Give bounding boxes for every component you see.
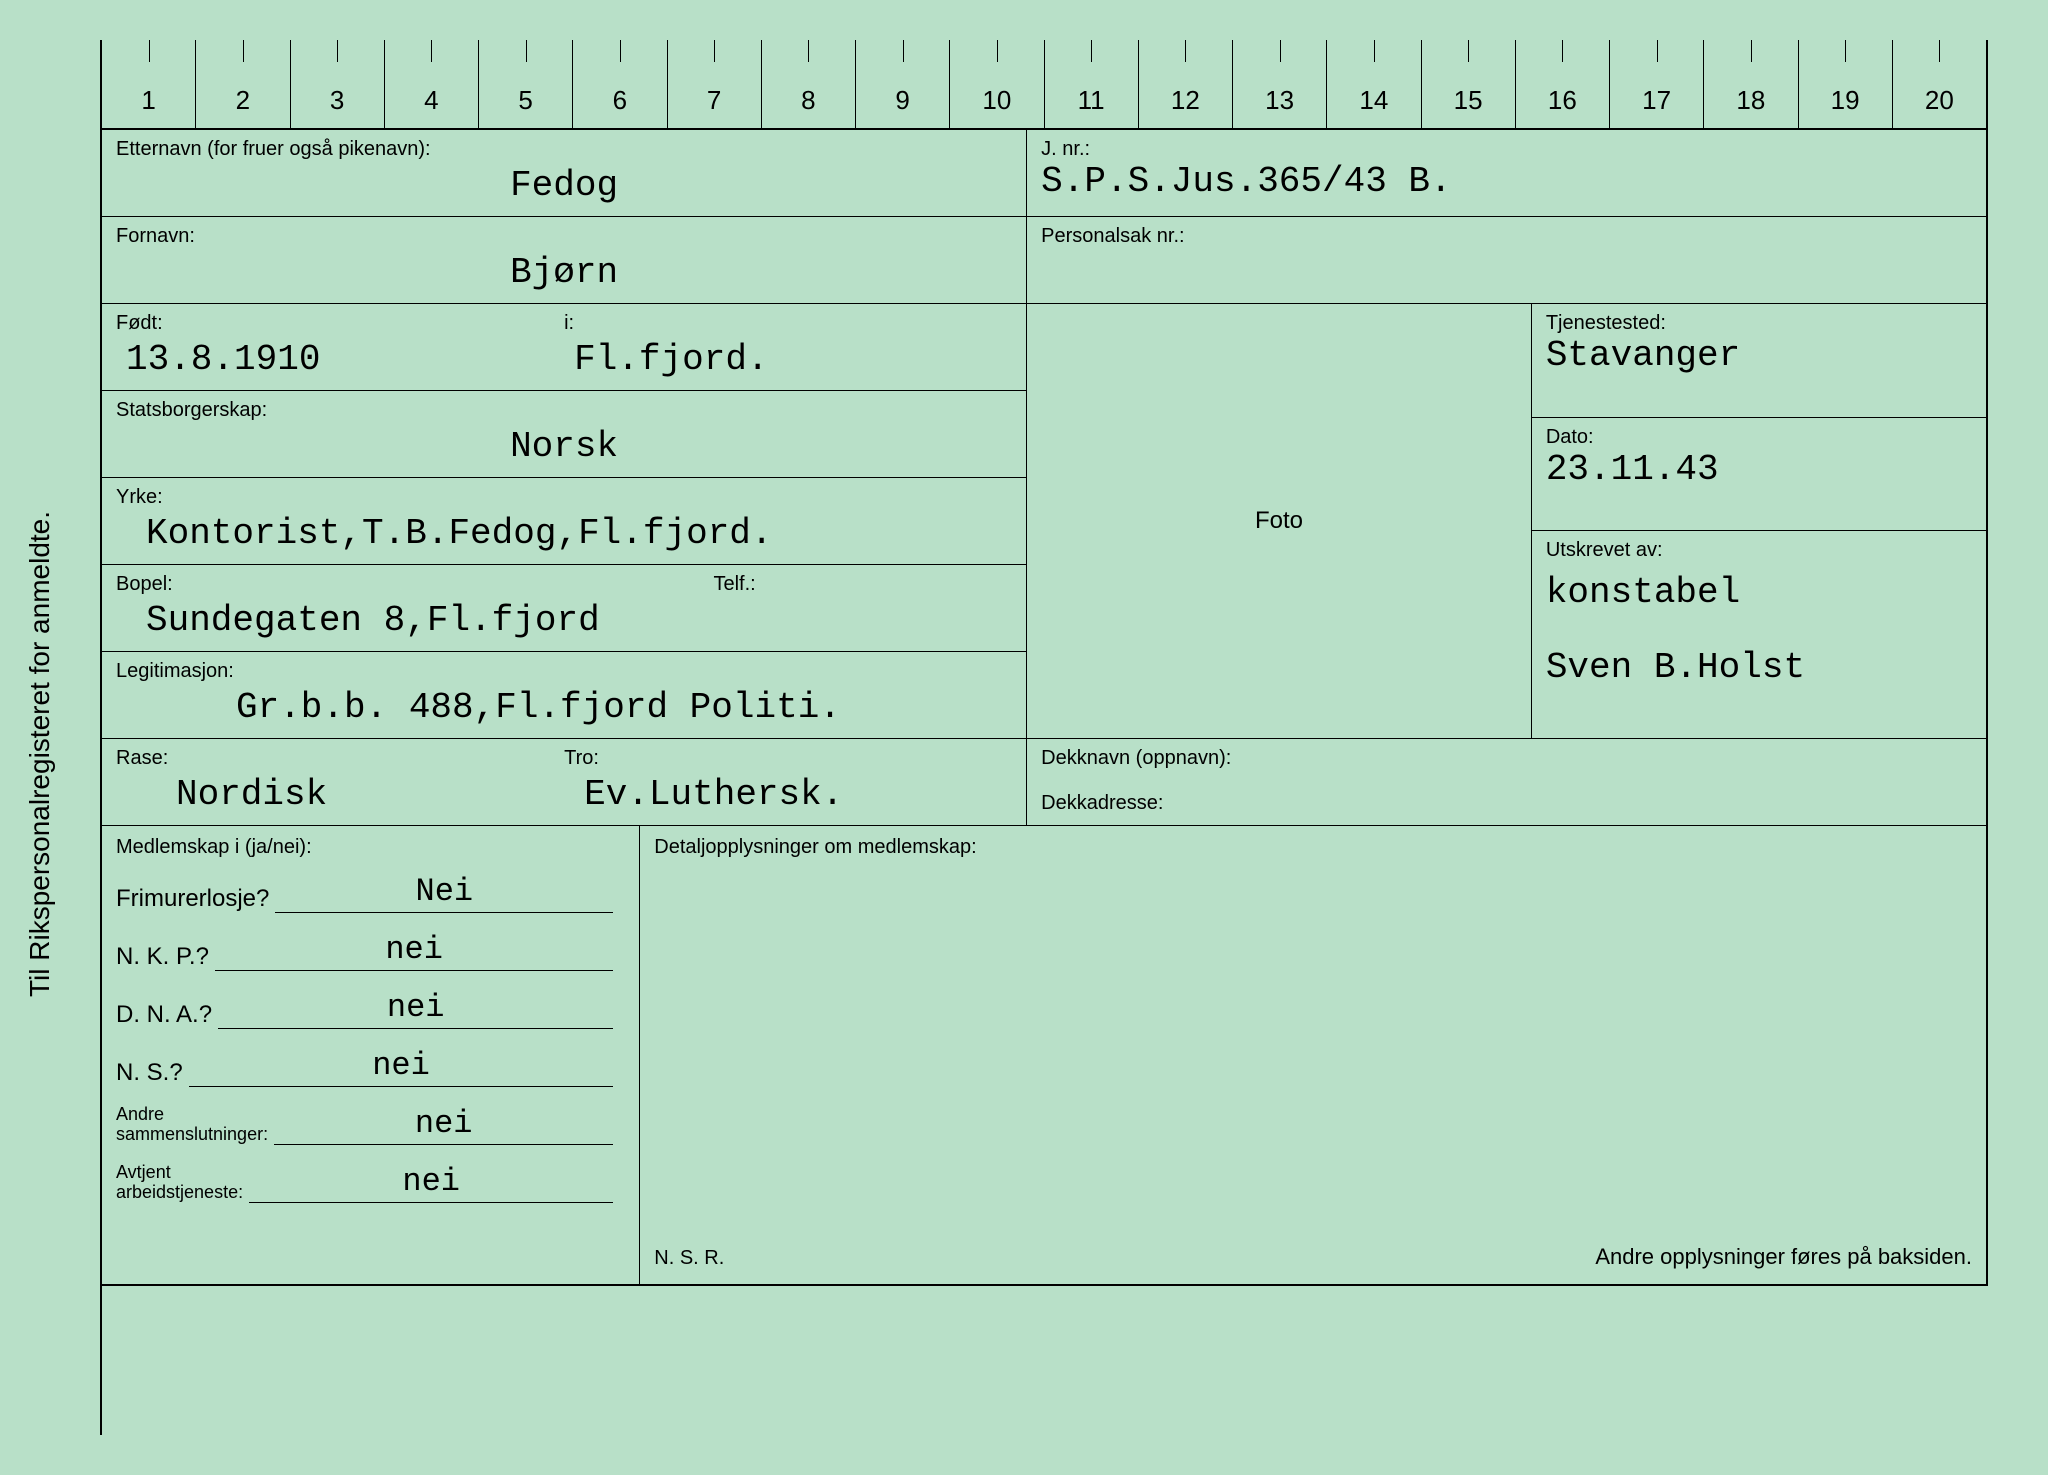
value-dato: 23.11.43	[1546, 445, 1719, 490]
label-utskrevet: Utskrevet av:	[1546, 539, 1972, 562]
membership-row-andre: Andre sammenslutninger: nei	[116, 1105, 619, 1145]
ruler-tick: 14	[1327, 40, 1421, 128]
ruler-tick: 1	[102, 40, 196, 128]
field-fornavn: Fornavn: Bjørn	[102, 217, 1027, 304]
ruler-tick: 3	[291, 40, 385, 128]
value-ns: nei	[189, 1047, 614, 1087]
field-personalsak: Personalsak nr.:	[1027, 217, 1986, 304]
value-utskrevet-rank: konstabel	[1546, 568, 1972, 613]
ruler-tick: 13	[1233, 40, 1327, 128]
ruler-tick: 8	[762, 40, 856, 128]
value-nkp: nei	[215, 931, 613, 971]
details-panel: Detaljopplysninger om medlemskap: N. S. …	[640, 826, 1986, 1284]
field-tjenestested: Tjenestested: Stavanger	[1532, 304, 1986, 418]
label-dekknavn: Dekknavn (oppnavn):	[1041, 747, 1972, 770]
ruler-tick: 6	[573, 40, 667, 128]
right-column: Tjenestested: Stavanger Dato: 23.11.43 U…	[1532, 304, 1986, 739]
ruler-tick: 10	[950, 40, 1044, 128]
label-nsr: N. S. R.	[654, 1247, 724, 1270]
field-statsborgerskap: Statsborgerskap: Norsk	[102, 391, 1027, 478]
ruler: 1 2 3 4 5 6 7 8 9 10 11 12 13 14 15 16 1…	[102, 40, 1988, 130]
ruler-tick: 2	[196, 40, 290, 128]
label-ns: N. S.?	[116, 1059, 183, 1087]
label-baksiden: Andre opplysninger føres på baksiden.	[1595, 1244, 1972, 1270]
ruler-tick: 7	[668, 40, 762, 128]
label-frimurer: Frimurerlosje?	[116, 885, 269, 913]
field-dekknavn: Dekknavn (oppnavn): Dekkadresse:	[1027, 739, 1986, 826]
form-body: 1 2 3 4 5 6 7 8 9 10 11 12 13 14 15 16 1…	[100, 40, 1988, 1435]
label-i: i:	[564, 312, 1012, 335]
label-avtjent: Avtjent arbeidstjeneste:	[116, 1163, 243, 1203]
field-utskrevet: Utskrevet av: konstabel Sven B.Holst	[1532, 531, 1986, 739]
field-fodt: Født: 13.8.1910 i: Fl.fjord.	[102, 304, 1027, 391]
label-personalsak: Personalsak nr.:	[1041, 225, 1972, 248]
label-detaljopplysninger: Detaljopplysninger om medlemskap:	[654, 836, 1972, 859]
vertical-title: Til Rikspersonalregisteret for anmeldte.	[24, 510, 56, 996]
membership-panel: Medlemskap i (ja/nei): Frimurerlosje? Ne…	[102, 826, 640, 1284]
label-etternavn: Etternavn (for fruer også pikenavn):	[116, 138, 1012, 161]
membership-row-avtjent: Avtjent arbeidstjeneste: nei	[116, 1163, 619, 1203]
ruler-tick: 12	[1139, 40, 1233, 128]
ruler-tick: 9	[856, 40, 950, 128]
label-andre-sammen: Andre sammenslutninger:	[116, 1105, 268, 1145]
label-nkp: N. K. P.?	[116, 943, 209, 971]
bottom-section: Medlemskap i (ja/nei): Frimurerlosje? Ne…	[102, 826, 1988, 1286]
foto-box: Foto	[1027, 304, 1532, 739]
field-bopel: Bopel: Telf.: Sundegaten 8,Fl.fjord	[102, 565, 1027, 652]
value-fodt: 13.8.1910	[116, 335, 564, 380]
label-bopel: Bopel:	[116, 573, 713, 596]
value-legitimasjon: Gr.b.b. 488,Fl.fjord Politi.	[116, 683, 1012, 728]
value-etternavn: Fedog	[116, 161, 1012, 206]
value-frimurer: Nei	[275, 873, 613, 913]
ruler-tick: 17	[1610, 40, 1704, 128]
label-telf: Telf.:	[713, 573, 1012, 596]
value-utskrevet-name: Sven B.Holst	[1546, 643, 1972, 688]
label-statsborgerskap: Statsborgerskap:	[116, 399, 1012, 422]
field-yrke: Yrke: Kontorist,T.B.Fedog,Fl.fjord.	[102, 478, 1027, 565]
ruler-tick: 19	[1799, 40, 1893, 128]
ruler-tick: 11	[1045, 40, 1139, 128]
label-fornavn: Fornavn:	[116, 225, 1012, 248]
middle-grid: Født: 13.8.1910 i: Fl.fjord. Foto Tjenes…	[102, 304, 1988, 826]
value-jnr: S.P.S.Jus.365/43 B.	[1041, 157, 1451, 202]
field-legitimasjon: Legitimasjon: Gr.b.b. 488,Fl.fjord Polit…	[102, 652, 1027, 739]
value-fornavn: Bjørn	[116, 248, 1012, 293]
value-bopel: Sundegaten 8,Fl.fjord	[116, 596, 1012, 641]
label-dekkadresse: Dekkadresse:	[1041, 792, 1972, 815]
ruler-tick: 5	[479, 40, 573, 128]
ruler-tick: 20	[1893, 40, 1988, 128]
registration-card: Til Rikspersonalregisteret for anmeldte.…	[0, 0, 2048, 1475]
label-tro: Tro:	[564, 747, 1012, 770]
field-jnr: J. nr.: S.P.S.Jus.365/43 B.	[1027, 130, 1986, 217]
membership-row-ns: N. S.? nei	[116, 1047, 619, 1087]
label-legitimasjon: Legitimasjon:	[116, 660, 1012, 683]
label-medlemskap: Medlemskap i (ja/nei):	[116, 836, 619, 859]
field-etternavn: Etternavn (for fruer også pikenavn): Fed…	[102, 130, 1027, 217]
value-andre: nei	[274, 1105, 613, 1145]
ruler-tick: 18	[1704, 40, 1798, 128]
label-foto: Foto	[1255, 507, 1303, 535]
value-tjenestested: Stavanger	[1546, 331, 1740, 376]
value-yrke: Kontorist,T.B.Fedog,Fl.fjord.	[116, 509, 1012, 554]
value-dna: nei	[218, 989, 613, 1029]
value-tro: Ev.Luthersk.	[564, 770, 1012, 815]
membership-row-dna: D. N. A.? nei	[116, 989, 619, 1029]
membership-row-nkp: N. K. P.? nei	[116, 931, 619, 971]
ruler-tick: 4	[385, 40, 479, 128]
label-dna: D. N. A.?	[116, 1001, 212, 1029]
value-avtjent: nei	[249, 1163, 613, 1203]
label-rase: Rase:	[116, 747, 564, 770]
ruler-tick: 16	[1516, 40, 1610, 128]
field-dato: Dato: 23.11.43	[1532, 418, 1986, 532]
value-statsborgerskap: Norsk	[116, 422, 1012, 467]
label-yrke: Yrke:	[116, 486, 1012, 509]
value-rase: Nordisk	[116, 770, 564, 815]
ruler-tick: 15	[1422, 40, 1516, 128]
field-rase-tro: Rase: Nordisk Tro: Ev.Luthersk.	[102, 739, 1027, 826]
label-fodt: Født:	[116, 312, 564, 335]
membership-row-frimurer: Frimurerlosje? Nei	[116, 873, 619, 913]
value-fodt-i: Fl.fjord.	[564, 335, 1012, 380]
